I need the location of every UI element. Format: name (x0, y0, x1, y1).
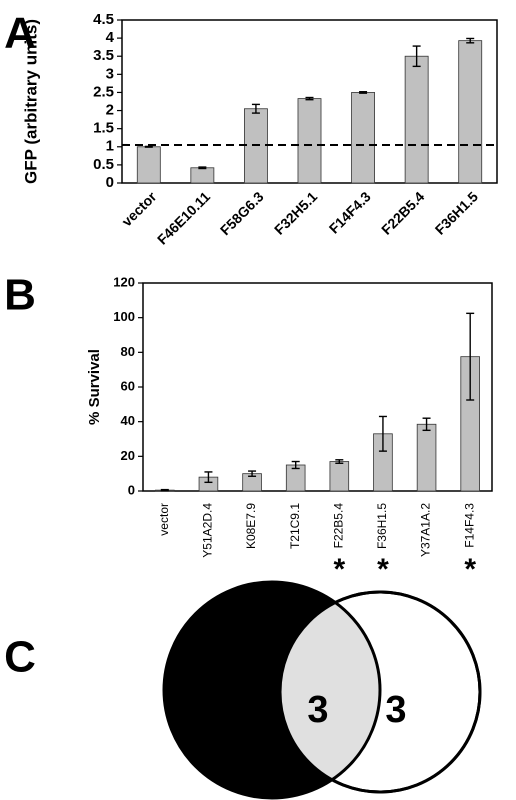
y-tick-label: 2 (106, 102, 114, 119)
error-bar (305, 96, 314, 101)
venn-count: 3 (385, 689, 406, 731)
venn-right-outline (278, 590, 482, 794)
bar (351, 92, 375, 184)
x-tick-label: F36H1.5 (432, 188, 481, 237)
error-bar (291, 460, 300, 470)
y-tick-label: 0 (128, 482, 135, 497)
y-tick-label: 40 (121, 413, 135, 428)
panel-label: A (4, 9, 36, 58)
annotation: * (464, 553, 476, 586)
y-tick-label: 4 (106, 29, 115, 46)
x-tick-label: F14F4.3 (462, 503, 476, 548)
bar (416, 423, 437, 492)
y-tick-label: 100 (113, 309, 135, 324)
y-axis-title: GFP (arbitrary units) (21, 19, 40, 184)
panel-label: C (4, 633, 36, 682)
bar (458, 40, 483, 184)
error-bar (466, 37, 475, 44)
bar (404, 55, 429, 184)
bar (190, 167, 215, 184)
error-bar (144, 145, 153, 148)
y-tick-label: 1.5 (93, 120, 114, 137)
error-bar (198, 166, 207, 170)
x-tick-label: T21C9.1 (288, 503, 302, 549)
y-axis-title: % Survival (86, 349, 103, 425)
plot-frame (142, 282, 493, 492)
error-bar (160, 488, 169, 492)
y-tick-label: 60 (121, 378, 135, 393)
error-bar (466, 312, 475, 401)
error-bar (422, 417, 431, 432)
x-tick-label: F58G6.3 (217, 188, 267, 238)
venn-count: 4 (219, 689, 240, 731)
error-bar (378, 415, 387, 452)
venn-count: 3 (307, 689, 328, 731)
venn-left-outline (162, 580, 382, 800)
bar (297, 98, 322, 184)
x-tick-label: vector (157, 503, 171, 536)
x-tick-label: F36H1.5 (375, 503, 389, 549)
panel-label: B (4, 271, 36, 320)
x-tick-label: F32H5.1 (271, 188, 320, 237)
y-tick-label: 20 (121, 448, 135, 463)
x-tick-label: K08E7.9 (244, 503, 258, 549)
x-tick-label: F22B5.4 (378, 188, 427, 237)
annotation: * (377, 553, 389, 586)
y-tick-label: 3.5 (93, 47, 114, 64)
bar (329, 461, 350, 492)
error-bar (412, 45, 421, 68)
x-tick-label: F14F4.3 (326, 188, 374, 236)
error-bar (248, 470, 257, 477)
y-tick-label: 120 (113, 274, 135, 289)
y-tick-label: 0 (106, 174, 114, 191)
y-tick-label: 1 (106, 138, 114, 155)
error-bar (204, 471, 213, 484)
error-bar (251, 103, 260, 114)
y-tick-label: 80 (121, 344, 135, 359)
y-tick-label: 3 (106, 65, 114, 82)
bar (136, 146, 161, 184)
annotation: * (333, 553, 345, 586)
venn-overlap (280, 592, 380, 792)
x-tick-label: Y37A1A.2 (419, 503, 433, 557)
error-bar (359, 91, 368, 94)
x-tick-label: F46E10.11 (154, 188, 213, 247)
y-tick-label: 2.5 (93, 83, 114, 100)
x-tick-label: vector (118, 188, 159, 229)
x-tick-label: Y51A2D.4 (201, 503, 215, 558)
error-bar (335, 459, 344, 464)
y-tick-label: 4.5 (93, 11, 114, 28)
y-tick-label: 0.5 (93, 156, 114, 173)
x-tick-label: F22B5.4 (331, 503, 345, 549)
